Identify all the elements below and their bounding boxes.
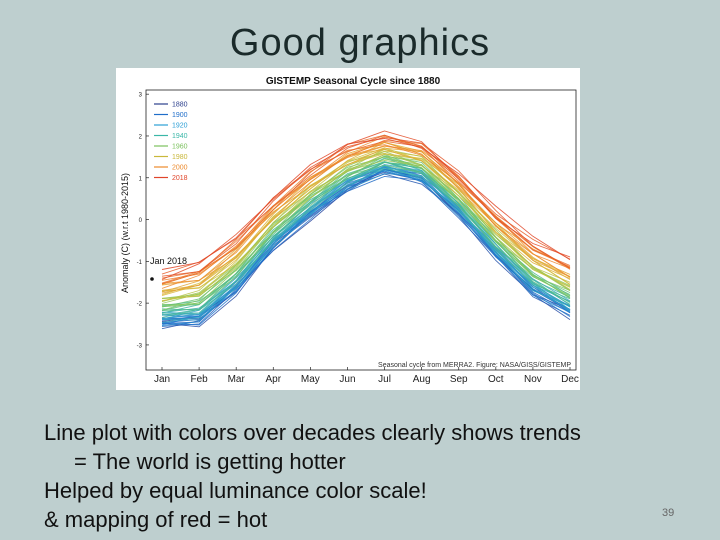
y-tick-label: -3 [137,343,143,349]
chart-svg: GISTEMP Seasonal Cycle since 1880 3 2 1 0 -1… [120,76,579,385]
x-tick-label-feb: Feb [190,374,208,385]
bullet-3: Helped by equal luminance color scale! [44,478,427,503]
legend-label-1900: 1900 [172,112,188,119]
y-tick-label: 3 [139,93,143,99]
plot-frame [145,89,577,371]
source-note: Seasonal cycle from MERRA2. Figure: NASA… [378,362,571,369]
x-tick-label-mar: Mar [228,374,246,385]
x-tick-label-dec: Dec [561,374,579,385]
decade-line [161,139,571,284]
chart-figure: GISTEMP Seasonal Cycle since 1880 3 2 1 0 -1… [116,68,580,390]
chart-legend: 1880 1900 1920 1940 1960 1980 2000 2018 [154,102,188,182]
x-tick-label-jan: Jan [154,374,170,385]
y-tick-label: -1 [137,260,143,266]
x-tick-label-oct: Oct [488,374,504,385]
legend-label-2018: 2018 [172,175,188,182]
y-tick-label: 1 [139,176,143,182]
x-tick-label-may: May [301,374,320,385]
x-tick-label-nov: Nov [524,374,542,385]
bullet-2: = The world is getting hotter [74,449,346,474]
decade-line [161,161,571,307]
decade-line [161,149,571,292]
chart-title: GISTEMP Seasonal Cycle since 1880 [266,76,441,87]
x-tick-label-sep: Sep [450,374,468,385]
x-tick-label-aug: Aug [413,374,431,385]
y-tick-label: 2 [139,134,143,140]
slide-title: Good graphics [229,22,491,64]
decade-line [161,136,571,289]
decade-line [161,167,571,315]
decade-line [161,148,571,291]
decade-line [161,138,571,270]
bullet-1: Line plot with colors over decades clear… [44,420,581,445]
bullet-4: & mapping of red = hot [44,507,268,532]
decade-line [161,170,571,318]
decade-line [161,158,571,311]
legend-label-1960: 1960 [172,144,188,151]
decade-line [161,130,571,280]
x-tick-label-jun: Jun [339,374,355,385]
legend-label-1880: 1880 [172,102,188,109]
x-tick-label-jul: Jul [378,374,391,385]
decade-line [161,153,571,292]
decade-line [161,156,571,307]
annotation-jan-2018-point [150,277,154,281]
decade-line [161,150,571,302]
page-number: 39 [662,507,675,519]
chart-lines [161,130,571,330]
decade-line [161,145,571,294]
chart-axes: 3 2 1 0 -1 -2 -3 Jan Feb Mar Apr May Jun Jul Aug Sep Oct… [137,89,579,385]
y-tick-label: 0 [139,218,143,224]
y-tick-label: -2 [137,302,143,308]
y-axis-label: Anomaly (C) (w.r.t 1980-2015) [120,173,130,293]
decade-line [161,169,571,330]
legend-label-2000: 2000 [172,165,188,172]
x-tick-label-apr: Apr [265,374,281,385]
decade-line [161,134,571,279]
slide-body: Line plot with colors over decades clear… [44,418,664,534]
decade-line [161,161,571,319]
annotation-jan-2018: Jan 2018 [150,256,187,266]
legend-label-1920: 1920 [172,123,188,130]
legend-label-1940: 1940 [172,133,188,140]
legend-label-1980: 1980 [172,154,188,161]
decade-line [161,137,571,277]
